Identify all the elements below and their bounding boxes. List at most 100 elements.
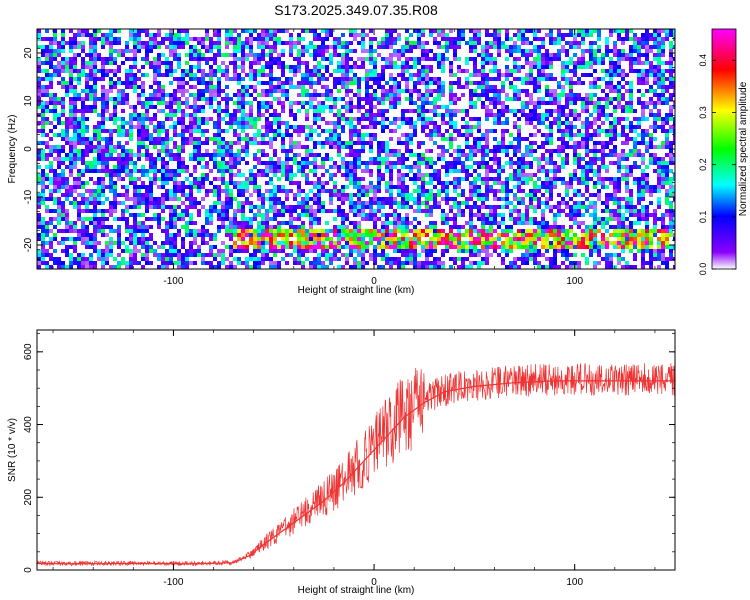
heatmap-cell <box>441 69 445 73</box>
heatmap-cell <box>497 181 501 185</box>
heatmap-cell <box>505 117 509 121</box>
heatmap-cell <box>297 41 301 45</box>
heatmap-cell <box>341 41 345 45</box>
heatmap-cell <box>89 57 93 61</box>
heatmap-cell <box>413 209 417 213</box>
heatmap-cell <box>401 161 405 165</box>
heatmap-cell <box>97 201 101 205</box>
heatmap-cell <box>453 57 457 61</box>
heatmap-cell <box>81 29 85 33</box>
heatmap-cell <box>409 197 413 201</box>
heatmap-cell <box>261 37 265 41</box>
heatmap-cell <box>169 217 173 221</box>
heatmap-cell <box>281 81 285 85</box>
heatmap-cell <box>61 209 65 213</box>
heatmap-cell <box>157 129 161 133</box>
heatmap-cell <box>453 73 457 77</box>
heatmap-cell <box>153 129 157 133</box>
heatmap-cell <box>665 145 669 149</box>
heatmap-cell <box>217 169 221 173</box>
heatmap-cell <box>425 161 429 165</box>
heatmap-cell <box>81 69 85 73</box>
heatmap-cell <box>341 113 345 117</box>
heatmap-cell <box>37 85 41 89</box>
heatmap-cell <box>633 149 637 153</box>
heatmap-cell <box>189 93 193 97</box>
heatmap-cell <box>425 197 429 201</box>
heatmap-cell <box>553 173 557 177</box>
heatmap-cell <box>313 141 317 145</box>
heatmap-cell <box>521 213 525 217</box>
heatmap-cell <box>557 209 561 213</box>
heatmap-cell <box>177 157 181 161</box>
heatmap-cell <box>65 61 69 65</box>
heatmap-cell <box>541 141 545 145</box>
heatmap-cell <box>477 165 481 169</box>
heatmap-cell <box>193 141 197 145</box>
heatmap-cell <box>161 73 165 77</box>
heatmap-cell <box>601 97 605 101</box>
heatmap-cell <box>549 177 553 181</box>
heatmap-cell <box>173 141 177 145</box>
heatmap-cell <box>673 177 675 181</box>
heatmap-cell <box>389 205 393 209</box>
heatmap-cell <box>161 141 165 145</box>
heatmap-cell <box>209 101 213 105</box>
heatmap-cell <box>569 93 573 97</box>
heatmap-cell <box>269 193 273 197</box>
heatmap-cell <box>469 149 473 153</box>
heatmap-cell <box>209 37 213 41</box>
heatmap-cell <box>201 197 205 201</box>
heatmap-cell <box>569 205 573 209</box>
heatmap-cell <box>617 213 621 217</box>
heatmap-cell <box>661 121 665 125</box>
heatmap-cell <box>377 153 381 157</box>
heatmap-cell <box>233 73 237 77</box>
heatmap-cell <box>613 45 617 49</box>
heatmap-cell <box>541 65 545 69</box>
heatmap-cell <box>57 113 61 117</box>
heatmap-cell <box>321 93 325 97</box>
heatmap-cell <box>541 145 545 149</box>
heatmap-cell <box>49 177 53 181</box>
heatmap-cell <box>313 37 317 41</box>
heatmap-cell <box>93 133 97 137</box>
heatmap-cell <box>137 41 141 45</box>
heatmap-cell <box>37 105 41 109</box>
heatmap-cell <box>61 113 65 117</box>
heatmap-cell <box>605 49 609 53</box>
heatmap-cell <box>205 189 209 193</box>
heatmap-cell <box>513 209 517 213</box>
heatmap-cell <box>429 121 433 125</box>
heatmap-cell <box>521 29 525 33</box>
heatmap-cell <box>573 133 577 137</box>
heatmap-cell <box>657 173 661 177</box>
heatmap-cell <box>293 69 297 73</box>
heatmap-cell <box>133 89 137 93</box>
heatmap-cell <box>65 213 69 217</box>
heatmap-cell <box>429 149 433 153</box>
heatmap-cell <box>417 209 421 213</box>
heatmap-cell <box>461 29 465 33</box>
heatmap-cell <box>225 217 229 221</box>
heatmap-cell <box>145 73 149 77</box>
heatmap-cell <box>173 93 177 97</box>
heatmap-cell <box>189 153 193 157</box>
heatmap-cell <box>569 209 573 213</box>
heatmap-cell <box>473 189 477 193</box>
heatmap-cell <box>469 217 473 221</box>
heatmap-cell <box>429 117 433 121</box>
heatmap-cell <box>477 137 481 141</box>
heatmap-cell <box>649 185 653 189</box>
heatmap-cell <box>621 153 625 157</box>
heatmap-cell <box>41 133 45 137</box>
heatmap-cell <box>337 41 341 45</box>
heatmap-cell <box>365 49 369 53</box>
heatmap-cell <box>129 37 133 41</box>
heatmap-cell <box>401 89 405 93</box>
heatmap-cell <box>633 129 637 133</box>
heatmap-cell <box>161 169 165 173</box>
heatmap-cell <box>321 109 325 113</box>
heatmap-cell <box>577 29 581 33</box>
heatmap-cell <box>217 149 221 153</box>
